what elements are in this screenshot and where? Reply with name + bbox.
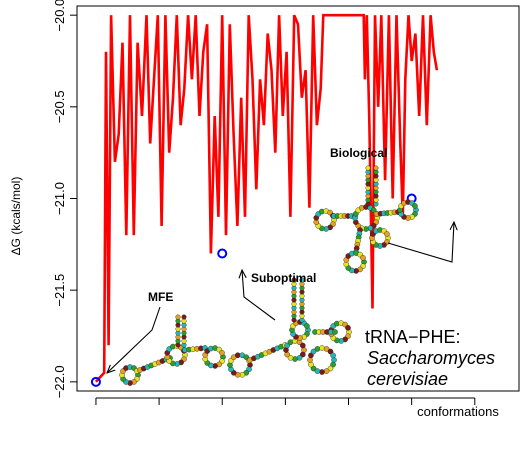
suboptimal-arrow (242, 270, 276, 321)
rna-bead (181, 314, 187, 320)
highlight-layer (90, 193, 417, 387)
rna-bead (345, 325, 351, 331)
rna-bead (412, 203, 418, 209)
rna-bead (308, 361, 314, 368)
y-axis: −20.0 −20.5 −21.0 −21.5 −22.0 (52, 0, 77, 398)
rna-bead (323, 346, 330, 352)
rna-bead (365, 165, 371, 171)
organism-line-1: tRNA−PHE: (365, 327, 461, 347)
rna-bead (310, 348, 317, 355)
rna-bead (299, 277, 305, 283)
series-line-0 (94, 13, 439, 383)
rna-bead (332, 329, 338, 335)
organism-line-2: Saccharomyces (367, 348, 495, 368)
series-layer (94, 13, 439, 383)
rna-bead (175, 314, 181, 320)
rna-bead (299, 351, 306, 358)
x-axis (95, 397, 476, 405)
rna-bead (284, 342, 291, 349)
y-axis-label: ΔG (kcals/mol) (9, 177, 23, 256)
biological-arrow (387, 222, 454, 263)
rna-bead (291, 277, 297, 283)
organism-line-3: cerevisiae (367, 369, 448, 389)
rna-bead (373, 165, 379, 171)
rna-bead (307, 357, 313, 363)
rna-bead (323, 368, 330, 374)
rna-bead (314, 368, 321, 374)
rna-bead (384, 231, 390, 237)
rna-bead (310, 365, 317, 372)
y-tick-label: −21.5 (52, 274, 67, 307)
rna-bead (308, 352, 314, 359)
rna-bead (314, 346, 321, 352)
rna-structure-mfe-illustration (119, 277, 352, 386)
point-mfe (90, 376, 101, 387)
y-tick-label: −21.0 (52, 182, 67, 215)
annotation-suboptimal: Suboptimal (251, 271, 316, 285)
rna-bead (287, 354, 294, 361)
mfe-arrow (107, 306, 161, 373)
annotation-arrows (107, 222, 454, 373)
rna-bead (219, 350, 225, 356)
rna-bead (319, 345, 325, 351)
rna-bead (331, 357, 337, 363)
rna-bead (327, 365, 334, 372)
rna-bead (304, 323, 310, 329)
rna-bead (327, 348, 334, 355)
y-tick-label: −20.0 (52, 0, 67, 32)
annotation-biological: Biological (330, 146, 387, 160)
rna-bead (330, 361, 336, 368)
rna-bead (319, 369, 325, 375)
y-tick-label: −20.5 (52, 90, 67, 123)
x-axis-label: conformations (417, 404, 499, 419)
rna-structure-biological-illustration (313, 165, 419, 274)
annotation-mfe: MFE (148, 290, 173, 304)
rna-bead (330, 352, 336, 359)
y-tick-label: −22.0 (52, 365, 67, 398)
rna-bead (299, 342, 306, 349)
rna-bead (360, 255, 366, 261)
point-suboptimal (217, 248, 228, 259)
